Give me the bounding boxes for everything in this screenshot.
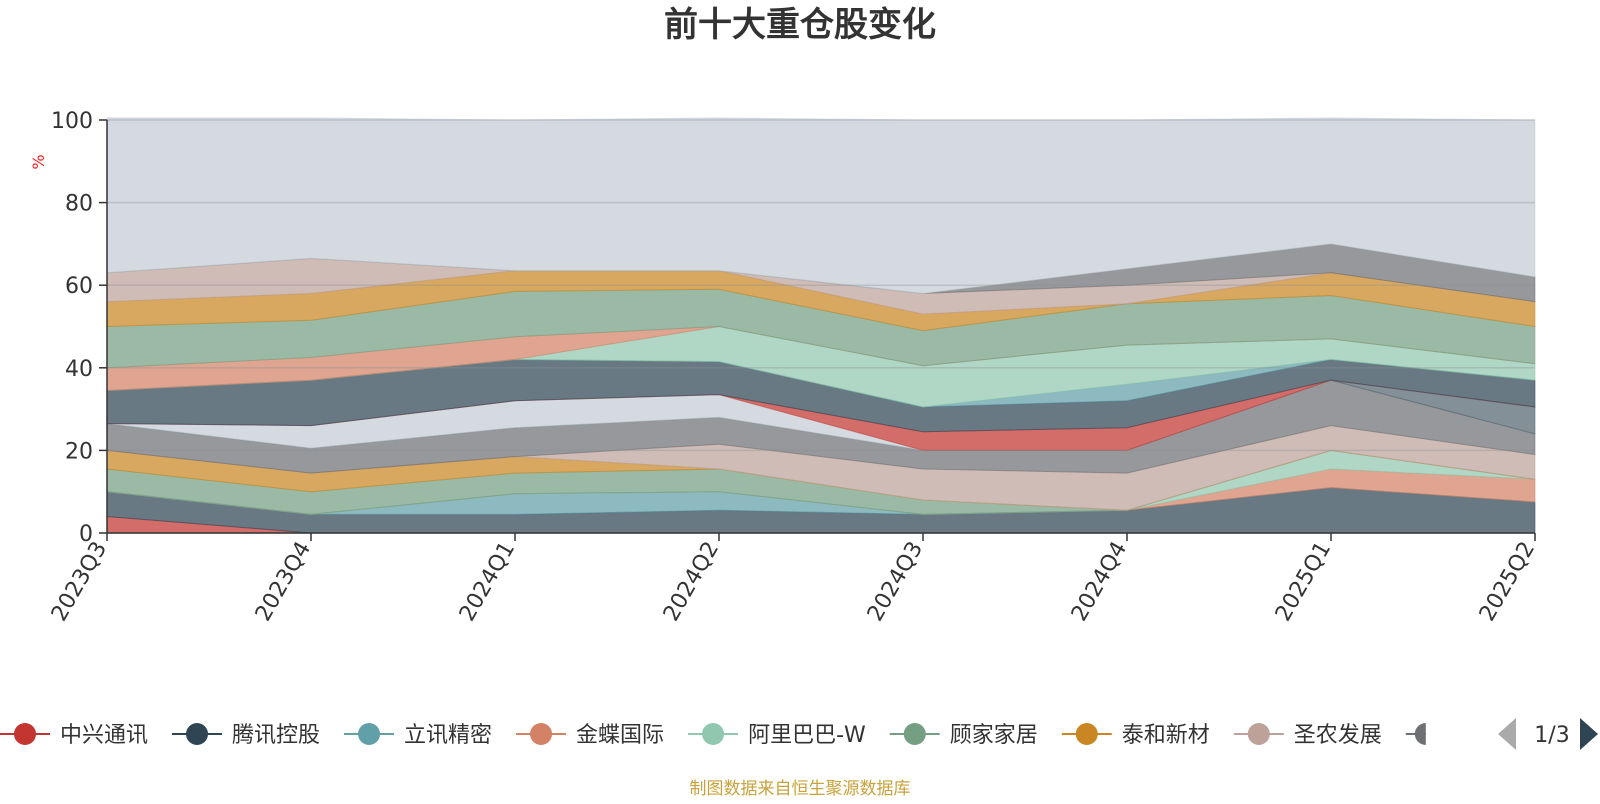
legend-marker-icon bbox=[14, 723, 36, 745]
x-tick-label: 2024Q2 bbox=[659, 538, 724, 626]
legend-label: 顾家家居 bbox=[950, 723, 1038, 748]
y-tick-label: 80 bbox=[65, 192, 93, 217]
legend-marker-icon bbox=[530, 723, 553, 745]
x-tick-label: 2024Q1 bbox=[455, 538, 520, 626]
x-tick-label: 2024Q4 bbox=[1067, 538, 1132, 626]
data-source-note: 制图数据来自恒生聚源数据库 bbox=[690, 779, 911, 799]
legend: 中兴通讯 腾讯控股 立讯精密 金蝶国际 阿里巴巴-W 顾家家居 泰和新材 圣农发展 1/3 bbox=[0, 718, 1598, 750]
legend-label: 阿里巴巴-W bbox=[748, 723, 866, 748]
legend-item-partial[interactable] bbox=[1405, 723, 1426, 745]
area-series-21 bbox=[106, 117, 1536, 295]
y-tick-label: 60 bbox=[65, 274, 93, 299]
chart-title: 前十大重仓股变化 bbox=[664, 5, 936, 45]
legend-label: 腾讯控股 bbox=[232, 723, 320, 748]
legend-page-indicator: 1/3 bbox=[1534, 723, 1569, 748]
legend-marker-icon bbox=[358, 723, 381, 745]
legend-label: 金蝶国际 bbox=[576, 723, 664, 748]
legend-marker-icon bbox=[702, 723, 725, 745]
legend-marker-icon bbox=[186, 723, 209, 745]
legend-item[interactable]: 腾讯控股 bbox=[172, 723, 320, 748]
y-tick-label: 100 bbox=[51, 109, 93, 134]
legend-item[interactable]: 阿里巴巴-W bbox=[688, 723, 866, 748]
x-tick-label: 2025Q1 bbox=[1271, 538, 1336, 626]
y-axis-unit-label: % bbox=[29, 154, 48, 169]
legend-item[interactable]: 中兴通讯 bbox=[0, 723, 148, 748]
legend-item[interactable]: 立讯精密 bbox=[344, 723, 492, 748]
x-tick-label: 2025Q2 bbox=[1475, 538, 1540, 626]
y-tick-label: 20 bbox=[65, 439, 93, 464]
x-tick-label: 2023Q4 bbox=[251, 538, 316, 626]
legend-item[interactable]: 顾家家居 bbox=[889, 723, 1038, 748]
legend-marker-icon bbox=[1075, 723, 1098, 745]
x-tick-label: 2024Q3 bbox=[863, 538, 928, 626]
legend-item[interactable]: 金蝶国际 bbox=[516, 723, 664, 748]
area-layer bbox=[106, 117, 1536, 534]
legend-label: 圣农发展 bbox=[1294, 723, 1382, 748]
legend-label: 泰和新材 bbox=[1122, 723, 1210, 748]
x-tick-label: 2023Q3 bbox=[47, 538, 112, 626]
legend-label: 立讯精密 bbox=[404, 723, 492, 748]
y-tick-label: 40 bbox=[65, 357, 93, 382]
legend-item[interactable]: 圣农发展 bbox=[1233, 723, 1382, 748]
legend-label: 中兴通讯 bbox=[60, 723, 148, 748]
legend-prev-page-icon[interactable] bbox=[1498, 718, 1516, 750]
legend-marker-icon bbox=[1414, 723, 1426, 745]
y-tick-label: 0 bbox=[79, 522, 93, 547]
legend-item[interactable]: 泰和新材 bbox=[1061, 723, 1210, 748]
legend-marker-icon bbox=[1247, 723, 1270, 745]
legend-marker-icon bbox=[903, 723, 926, 745]
legend-next-page-icon[interactable] bbox=[1580, 718, 1598, 750]
